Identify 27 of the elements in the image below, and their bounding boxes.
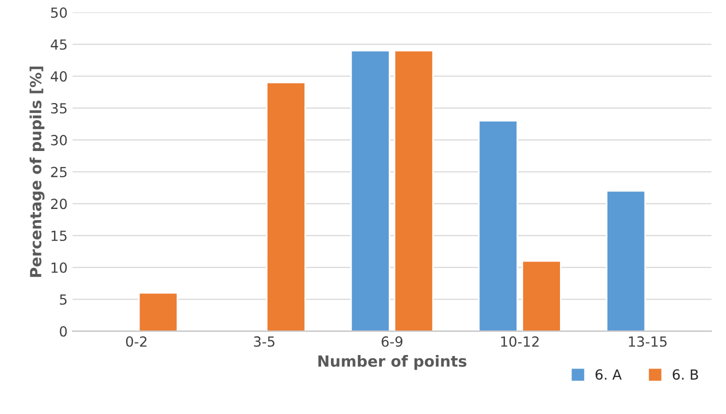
y-tick-label: 45	[50, 39, 67, 50]
bar	[394, 50, 434, 332]
y-tick-label: 30	[51, 134, 67, 146]
legend-label: 6. B	[672, 369, 698, 380]
bar	[522, 260, 562, 332]
x-tick-label: 3-5	[254, 336, 274, 347]
y-tick-label: 40	[50, 71, 67, 82]
x-tick-label: 6-9	[382, 336, 402, 347]
y-tick-label: 5	[60, 294, 67, 305]
bar	[606, 190, 646, 332]
bar	[266, 82, 306, 332]
y-tick-label: 35	[51, 103, 67, 114]
y-tick-label: 25	[51, 166, 67, 178]
x-tick-label: 0-2	[126, 336, 146, 347]
x-tick-label: 10-12	[501, 336, 539, 347]
x-axis-title: Number of points	[318, 355, 466, 370]
bar	[478, 120, 518, 332]
bar	[138, 292, 178, 332]
y-axis-title: Percentage of pupils [%]	[30, 66, 45, 277]
y-tick-label: 20	[51, 198, 67, 210]
legend-label: 6. A	[596, 369, 622, 380]
bar	[350, 50, 390, 332]
y-tick-label: 10	[52, 262, 67, 273]
y-tick-label: 15	[52, 230, 67, 242]
y-tick-label: 50	[51, 7, 67, 18]
y-tick-label: 0	[60, 326, 67, 337]
x-tick-label: 13-15	[628, 336, 667, 347]
